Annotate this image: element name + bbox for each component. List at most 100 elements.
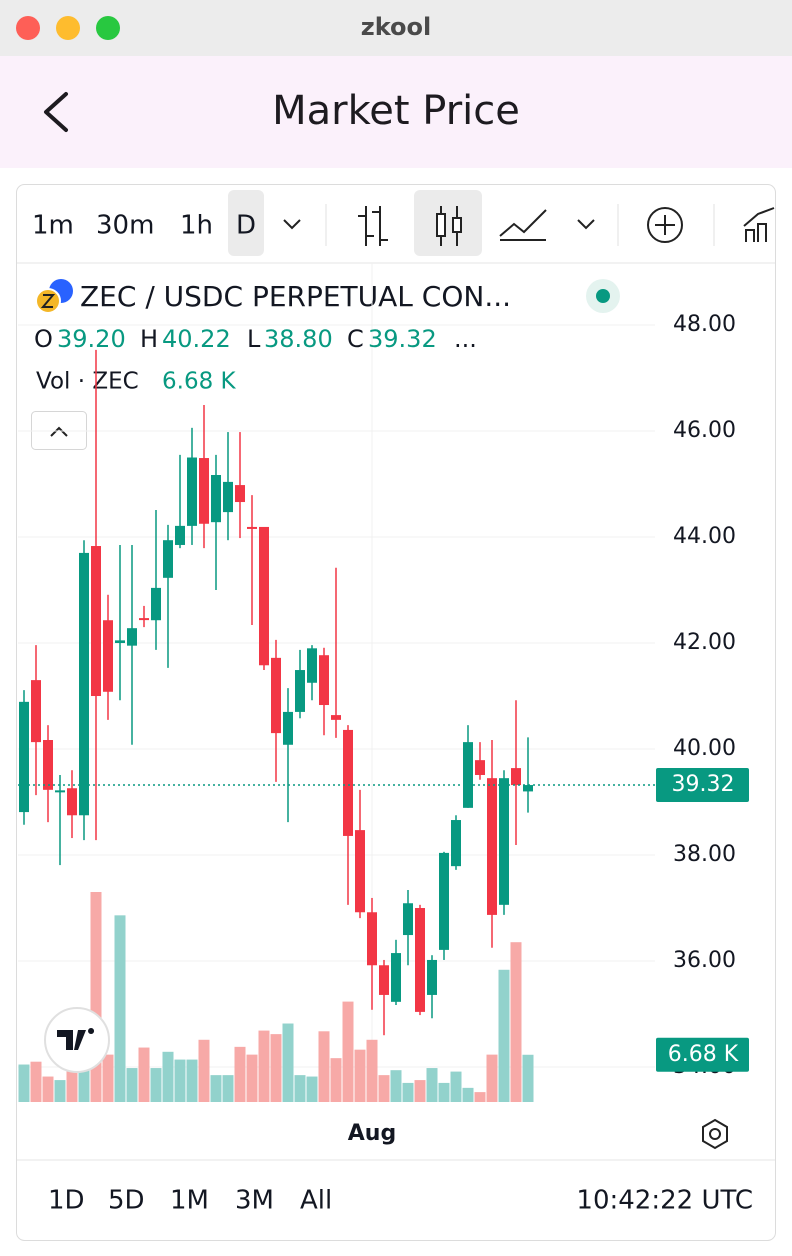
volume-bar [486,1054,498,1102]
candle-body [391,953,401,1002]
settings-icon [709,1128,721,1140]
y-tick-label: 44.00 [673,524,736,549]
add-icon [655,215,675,235]
volume-bar [66,1068,78,1102]
candles-icon-body [452,217,462,233]
bars-style-button[interactable] [358,206,388,246]
settings-button[interactable] [702,1118,728,1150]
volume-bar [186,1059,198,1102]
candle-body [187,457,197,526]
collapse-legend-button[interactable] [31,411,87,450]
volume-bar [258,1030,270,1102]
volume-bar [306,1076,318,1102]
legend-more[interactable]: ... [454,325,477,353]
candle-body [271,657,281,734]
candle-body [103,620,113,692]
volume-bar [90,892,102,1102]
volume-bar [174,1059,186,1102]
volume-bar [210,1075,222,1102]
style-dropdown[interactable] [577,219,595,230]
add-indicator-button[interactable] [647,207,683,243]
candle-body [379,965,389,995]
interval-button[interactable]: 1m [32,211,74,241]
volume-bar [378,1075,390,1102]
window-title: zkool [361,13,432,41]
range-button[interactable]: All [300,1186,332,1216]
volume-bar [282,1023,294,1102]
minimize-button[interactable] [56,16,80,40]
range-button[interactable]: 1D [48,1186,85,1216]
candle-body [259,526,269,666]
candle-body [319,655,329,706]
volume-bar [138,1047,150,1102]
legend-value: 39.20 [57,325,126,353]
candle-body [127,628,137,646]
volume-bar [222,1075,234,1102]
interval-button[interactable]: 30m [96,211,154,241]
candle-body [343,729,353,836]
y-tick-label: 38.00 [673,842,736,867]
interval-dropdown[interactable] [283,219,301,230]
collapse-icon [50,426,68,437]
volume-bar [354,1049,366,1102]
volume-bar [474,1092,486,1102]
interval-button[interactable]: 1h [180,211,213,241]
volume-bar [42,1076,54,1102]
volume-bar [402,1082,414,1102]
back-button[interactable] [44,92,68,132]
x-tick-label: Aug [348,1121,396,1146]
compare-button[interactable] [743,207,775,242]
volume-tag [656,1037,749,1072]
candle-body [487,778,497,915]
volume-legend-value: 6.68 K [162,369,237,395]
candle-body [211,475,221,523]
candle-body [415,908,425,1012]
range-button[interactable]: 3M [235,1186,274,1216]
volume-bar [18,1064,30,1102]
candle-body [295,670,305,712]
candle-body [31,680,41,743]
volume-bar [126,1068,138,1102]
range-button[interactable]: 5D [108,1186,145,1216]
interval-selected-bg [228,190,264,256]
candle-body [451,820,461,867]
chart-title: ZEC / USDC PERPETUAL CON... [80,280,511,313]
range-button[interactable]: 1M [170,1186,209,1216]
candle-body [67,788,77,816]
y-tick-label: 36.00 [673,948,736,973]
candle-body [523,785,533,792]
candle-body [331,715,341,720]
legend-value: 38.80 [264,325,333,353]
close-button[interactable] [16,16,40,40]
volume-bar [366,1039,378,1102]
legend-value: 39.32 [368,325,437,353]
chart-card [16,184,776,1241]
volume-tag-label: 6.68 K [668,1042,739,1067]
candle-body [151,587,161,621]
candle-body [427,959,437,995]
candle-body [55,790,65,793]
candle-body [463,742,473,808]
volume-bar [30,1061,42,1102]
volume-bar [162,1051,174,1102]
candle-body [91,546,101,697]
last-price-label: 39.32 [672,772,735,797]
volume-bar [390,1070,402,1102]
plot: 34.0036.0038.0040.0042.0044.0046.0048.00… [18,263,749,1102]
candle-body [247,526,257,529]
area-style-button[interactable] [499,209,547,241]
interval-button[interactable]: D [236,211,256,241]
last-price-tag [656,768,749,803]
volume-bar [522,1054,534,1102]
legend-key: H [140,325,158,353]
clock: 10:42:22 UTC [576,1186,753,1216]
volume-bar [54,1080,66,1102]
volume-bar [150,1068,162,1102]
zoom-button[interactable] [96,16,120,40]
title-bar [0,0,792,56]
volume-bar [462,1087,474,1102]
candle-body [19,701,29,813]
volume-bar [330,1058,342,1102]
